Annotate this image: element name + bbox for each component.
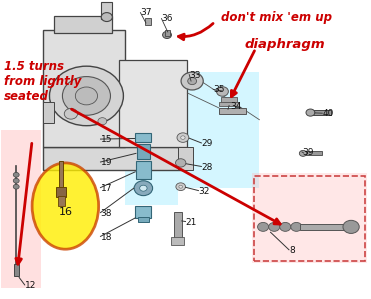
Bar [43, 102, 54, 123]
Circle shape [49, 66, 124, 126]
Text: 40: 40 [322, 109, 334, 118]
Text: 29: 29 [201, 139, 213, 148]
Circle shape [13, 179, 19, 183]
Bar [219, 102, 239, 106]
Text: 38: 38 [101, 209, 112, 218]
Text: 36: 36 [161, 14, 173, 23]
Circle shape [176, 183, 186, 190]
Circle shape [101, 13, 112, 22]
Circle shape [98, 118, 107, 125]
Bar [178, 147, 193, 170]
Text: 15: 15 [101, 135, 112, 144]
Bar [219, 108, 246, 114]
Bar [174, 212, 182, 239]
Text: 39: 39 [302, 148, 313, 157]
Circle shape [306, 109, 315, 116]
Circle shape [134, 181, 152, 196]
Circle shape [179, 185, 183, 188]
Bar [300, 225, 352, 230]
Bar [125, 77, 178, 205]
Bar [43, 147, 187, 170]
Circle shape [269, 222, 280, 231]
Text: 21: 21 [186, 218, 197, 227]
Text: diaphragm: diaphragm [244, 38, 325, 51]
Text: 28: 28 [201, 163, 213, 172]
Circle shape [343, 220, 359, 234]
Circle shape [139, 185, 147, 191]
Circle shape [299, 150, 307, 156]
Circle shape [75, 87, 98, 105]
Circle shape [13, 184, 19, 189]
Bar [254, 176, 365, 261]
Text: 16: 16 [59, 207, 73, 217]
Bar [171, 237, 184, 245]
Circle shape [257, 222, 269, 231]
Text: 17: 17 [101, 184, 112, 193]
Bar [101, 2, 112, 19]
Bar [311, 110, 332, 115]
Circle shape [291, 222, 302, 231]
Bar [221, 97, 237, 102]
Bar [165, 30, 170, 36]
Bar [14, 264, 19, 276]
Text: 35: 35 [213, 86, 225, 94]
Bar [145, 18, 151, 25]
Text: 34: 34 [230, 102, 241, 111]
Bar [137, 144, 150, 159]
Bar [119, 60, 187, 147]
Text: 19: 19 [101, 158, 112, 167]
Bar [43, 30, 125, 147]
Circle shape [62, 77, 111, 115]
Text: 32: 32 [198, 187, 210, 196]
Bar [138, 217, 149, 222]
Text: 8: 8 [289, 246, 295, 255]
Circle shape [162, 31, 171, 39]
Bar [252, 173, 367, 263]
Text: 1.5 turns
from lightly
seated: 1.5 turns from lightly seated [4, 60, 82, 103]
Bar [59, 161, 63, 188]
Bar [58, 196, 65, 206]
Circle shape [181, 72, 203, 90]
Bar [304, 151, 322, 155]
Circle shape [175, 159, 186, 167]
Circle shape [188, 77, 197, 85]
Bar [136, 161, 151, 179]
Text: 33: 33 [189, 71, 201, 80]
Circle shape [13, 173, 19, 177]
Text: 18: 18 [101, 233, 112, 242]
Circle shape [181, 136, 185, 139]
Ellipse shape [32, 163, 99, 249]
Bar [1, 130, 41, 288]
Circle shape [280, 222, 291, 231]
Circle shape [64, 109, 78, 119]
Bar [178, 72, 259, 188]
Bar [135, 206, 151, 218]
Bar [135, 133, 151, 142]
Text: 12: 12 [25, 281, 36, 290]
Text: don't mix 'em up: don't mix 'em up [221, 11, 332, 24]
Text: 37: 37 [140, 8, 152, 17]
Bar [54, 16, 112, 33]
Circle shape [217, 87, 229, 96]
Circle shape [177, 133, 189, 142]
Bar [56, 187, 66, 197]
